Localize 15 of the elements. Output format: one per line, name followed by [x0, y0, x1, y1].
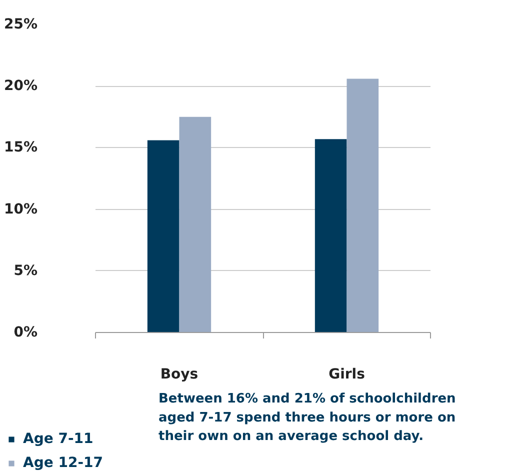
y-tick-label: 5% — [14, 262, 38, 279]
bar — [346, 78, 379, 332]
bar — [179, 116, 212, 332]
y-tick-label: 25% — [4, 16, 38, 32]
y-tick-label: 10% — [4, 201, 38, 218]
bar — [147, 140, 180, 332]
legend-label: Age 7-11 — [23, 431, 94, 447]
text: Between 16% and 21% of schoolchildren aged 7-17 spend three hours or more on their own on an average school day. — [158, 392, 456, 444]
x-tick-label: Boys — [160, 366, 198, 382]
legend-label: Age 12-17 — [23, 455, 104, 471]
bar — [314, 139, 347, 332]
y-tick-label: 20% — [4, 78, 38, 94]
y-tick-label: 0% — [14, 324, 38, 340]
x-tick-label: Girls — [328, 366, 365, 382]
y-tick-label: 15% — [4, 140, 38, 156]
